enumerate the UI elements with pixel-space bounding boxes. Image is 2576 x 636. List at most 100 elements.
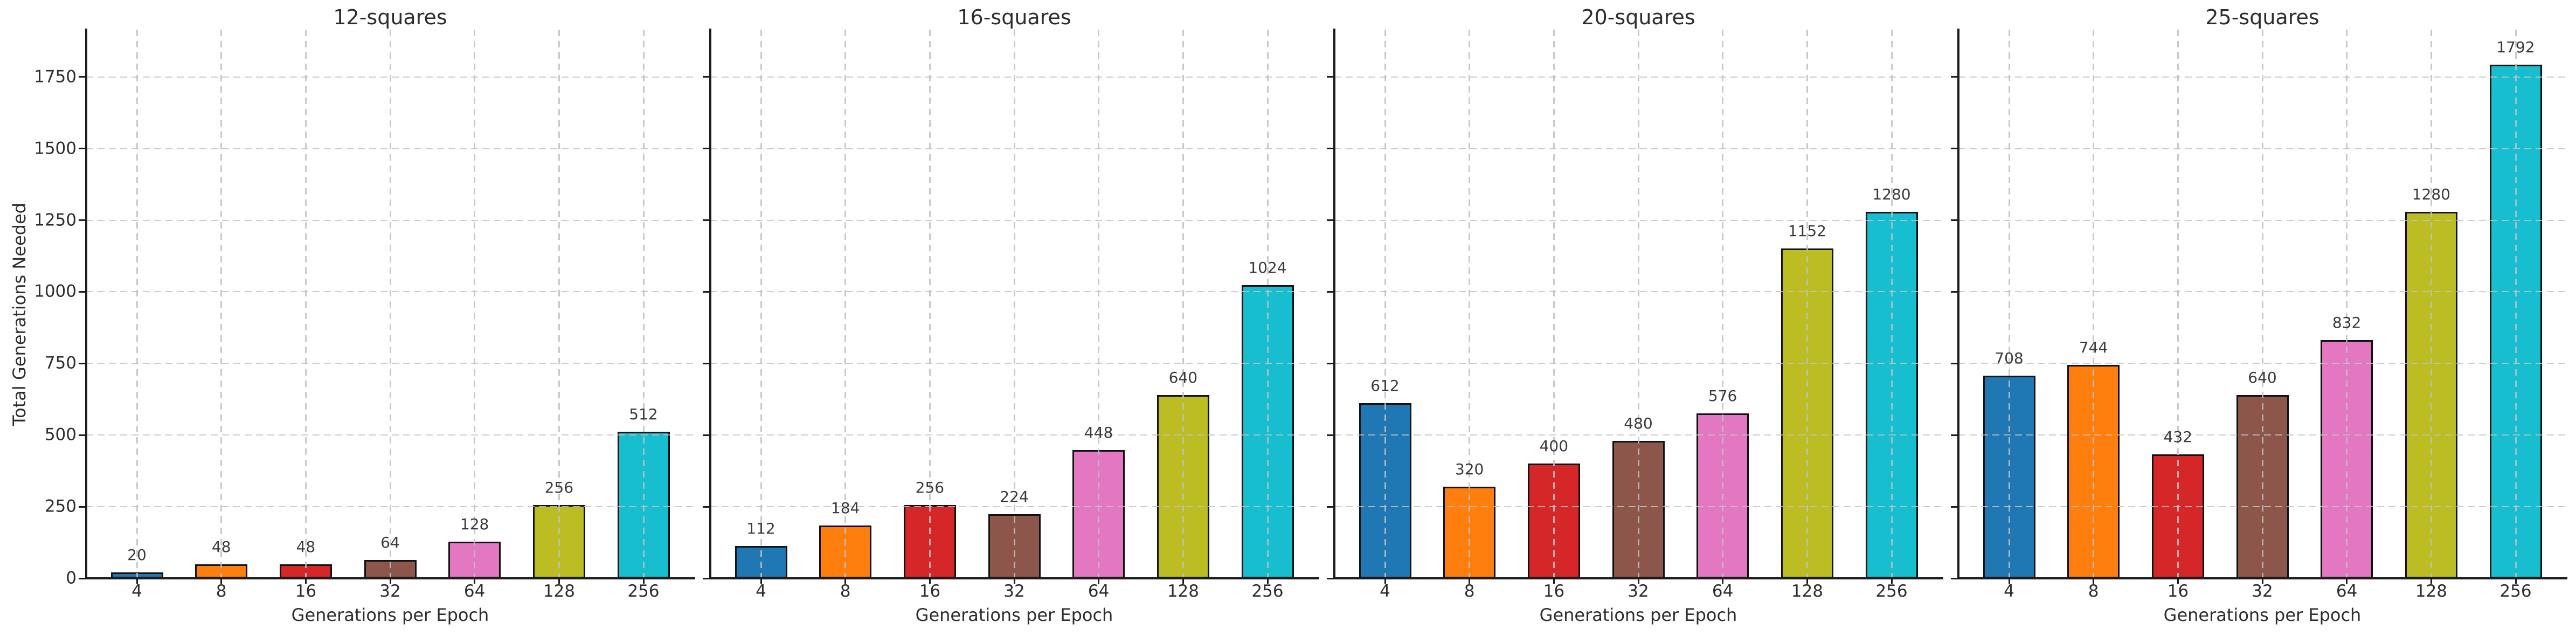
x-tick <box>929 579 931 584</box>
y-axis-spine <box>1333 29 1335 579</box>
v-gridline <box>1469 30 1471 578</box>
x-tick <box>1469 579 1471 584</box>
v-gridline <box>2093 30 2095 578</box>
bar-value-label: 256 <box>915 479 945 496</box>
x-tick <box>1806 579 1808 584</box>
x-tick <box>1013 579 1015 584</box>
x-axis-label: Generations per Epoch <box>2163 605 2362 625</box>
x-axis-spine <box>1333 577 1943 579</box>
x-tick <box>136 579 138 584</box>
y-tick <box>1951 577 1957 579</box>
bar-value-label: 512 <box>629 405 658 423</box>
x-tick-label: 256 <box>1875 582 1908 601</box>
x-tick <box>1384 579 1386 584</box>
x-tick-label: 128 <box>543 582 575 601</box>
x-tick <box>304 579 307 584</box>
x-tick-label: 32 <box>1628 582 1649 601</box>
x-tick <box>389 579 391 584</box>
x-tick <box>1722 579 1724 584</box>
y-tick <box>703 219 709 221</box>
y-axis-spine <box>85 29 87 579</box>
y-tick-label: 1750 <box>34 67 77 87</box>
x-tick-label: 16 <box>295 582 317 601</box>
x-tick <box>844 579 847 584</box>
x-axis-label: Generations per Epoch <box>915 605 1113 625</box>
x-tick <box>2008 579 2010 584</box>
subplot-title: 25-squares <box>2205 5 2319 29</box>
x-tick-label: 32 <box>379 582 401 601</box>
v-gridline <box>844 30 847 578</box>
y-tick <box>703 76 709 78</box>
v-gridline <box>1182 30 1184 578</box>
x-tick-label: 8 <box>840 582 851 601</box>
y-tick <box>703 362 709 364</box>
bar-value-label: 48 <box>211 538 231 556</box>
y-tick <box>1327 76 1333 78</box>
bar-value-label: 708 <box>1995 349 2024 367</box>
x-axis-spine <box>85 577 695 579</box>
y-tick <box>1327 577 1333 579</box>
x-axis-spine <box>709 577 1319 579</box>
x-tick <box>220 579 223 584</box>
bar-value-label: 832 <box>2332 314 2362 331</box>
y-tick <box>1951 291 1957 293</box>
bar-value-label: 64 <box>380 534 400 551</box>
bar-value-label: 256 <box>544 479 574 496</box>
bar-value-label: 184 <box>830 499 860 517</box>
x-tick-label: 8 <box>216 582 227 601</box>
v-gridline <box>1013 30 1015 578</box>
bar-value-label: 432 <box>2163 428 2193 446</box>
x-tick <box>474 579 476 584</box>
v-gridline <box>2515 30 2517 578</box>
v-gridline <box>389 30 391 578</box>
x-tick <box>2177 579 2179 584</box>
v-gridline <box>1384 30 1386 578</box>
bar-value-label: 1280 <box>1872 185 1911 203</box>
y-tick <box>1327 219 1333 221</box>
v-gridline <box>2346 30 2348 578</box>
bar-value-label: 20 <box>127 546 147 564</box>
bar-value-label: 1024 <box>1248 259 1287 276</box>
y-tick <box>1327 434 1333 436</box>
y-tick <box>1951 362 1957 364</box>
y-tick <box>1327 506 1333 508</box>
y-tick <box>79 362 85 364</box>
bar-value-label: 576 <box>1708 387 1737 405</box>
y-tick-label: 1500 <box>34 139 77 158</box>
bar-value-label: 612 <box>1370 377 1400 395</box>
bar-value-label: 1792 <box>2496 38 2535 56</box>
y-tick-label: 500 <box>44 425 77 445</box>
v-gridline <box>2177 30 2179 578</box>
y-tick <box>79 434 85 436</box>
y-tick <box>1327 362 1333 364</box>
y-tick <box>703 434 709 436</box>
bar-value-label: 448 <box>1084 424 1113 441</box>
subplot-title: 20-squares <box>1581 5 1695 29</box>
y-tick <box>703 577 709 579</box>
subplot-title: 16-squares <box>957 5 1071 29</box>
bar-value-label: 1152 <box>1788 222 1826 240</box>
x-tick <box>760 579 762 584</box>
x-tick <box>1182 579 1184 584</box>
bar-value-label: 480 <box>1624 414 1653 432</box>
x-tick-label: 4 <box>2004 582 2014 601</box>
y-tick <box>79 148 85 150</box>
x-axis-label: Generations per Epoch <box>1539 605 1737 625</box>
x-tick-label: 64 <box>2336 582 2358 601</box>
x-tick-label: 128 <box>1791 582 1823 601</box>
y-tick <box>79 506 85 508</box>
x-tick <box>558 579 560 584</box>
subplot-16-squares: 16-squares Generations per Epoch 112 4 184 8 2… <box>703 0 1319 636</box>
v-gridline <box>1722 30 1724 578</box>
v-gridline <box>1637 30 1639 578</box>
y-axis-label: Total Generations Needed <box>9 203 30 426</box>
x-tick-label: 128 <box>1167 582 1199 601</box>
v-gridline <box>2430 30 2432 578</box>
y-tick <box>1951 219 1957 221</box>
x-tick <box>642 579 645 584</box>
v-gridline <box>2008 30 2010 578</box>
y-tick <box>1951 76 1957 78</box>
v-gridline <box>929 30 931 578</box>
x-tick <box>2093 579 2095 584</box>
x-tick-label: 16 <box>1543 582 1565 601</box>
